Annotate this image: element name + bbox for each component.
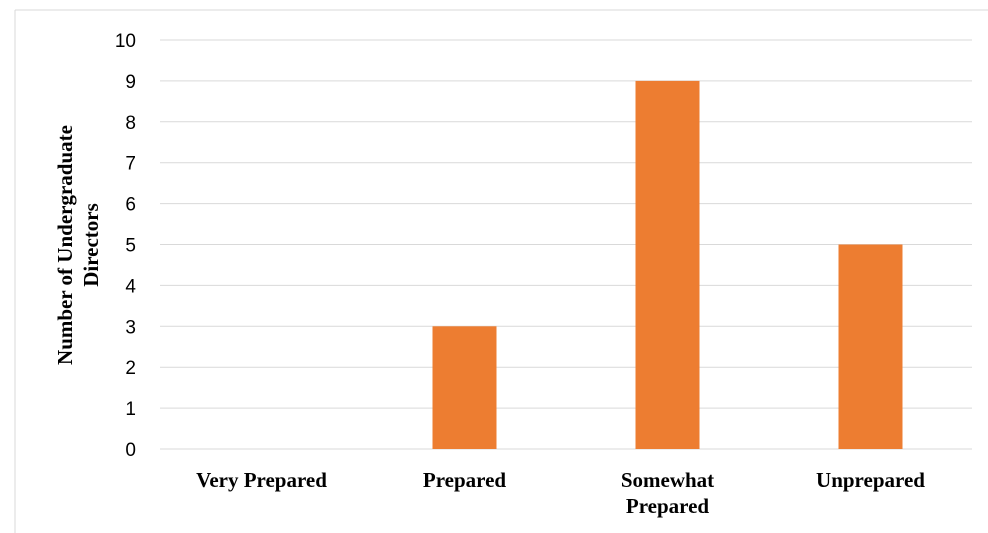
y-axis-title-text: Number of UndergraduateDirectors	[53, 125, 103, 365]
y-tick-label: 7	[125, 154, 136, 175]
bar	[838, 244, 903, 449]
y-tick-label: 6	[125, 195, 136, 216]
x-axis-categories: Very Prepared Prepared Somewhat Prepared Unp…	[196, 468, 925, 518]
y-tick-label: 10	[115, 31, 136, 52]
bar-series	[432, 80, 903, 450]
x-category-label: Very Prepared	[196, 468, 327, 492]
gridlines	[160, 39, 972, 450]
y-tick-label: 2	[125, 358, 136, 379]
y-tick-label: 1	[125, 399, 136, 420]
y-tick-label: 5	[125, 236, 136, 257]
x-category-label: Unprepared	[816, 468, 925, 492]
y-axis-title: Number of UndergraduateDirectors	[53, 125, 103, 365]
y-tick-label: 0	[125, 440, 136, 461]
y-tick-label: 4	[125, 276, 136, 297]
x-category-label: Prepared	[423, 468, 507, 492]
chart-frame	[14, 9, 988, 533]
y-axis-ticks: 0 1 2 3 4 5 6 7 8 9 10	[115, 31, 137, 461]
bar	[635, 80, 700, 450]
y-tick-label: 9	[125, 72, 136, 93]
y-tick-label: 3	[125, 317, 136, 338]
x-category-label: Somewhat Prepared	[621, 468, 714, 518]
y-tick-label: 8	[125, 113, 136, 134]
bar	[432, 326, 497, 449]
